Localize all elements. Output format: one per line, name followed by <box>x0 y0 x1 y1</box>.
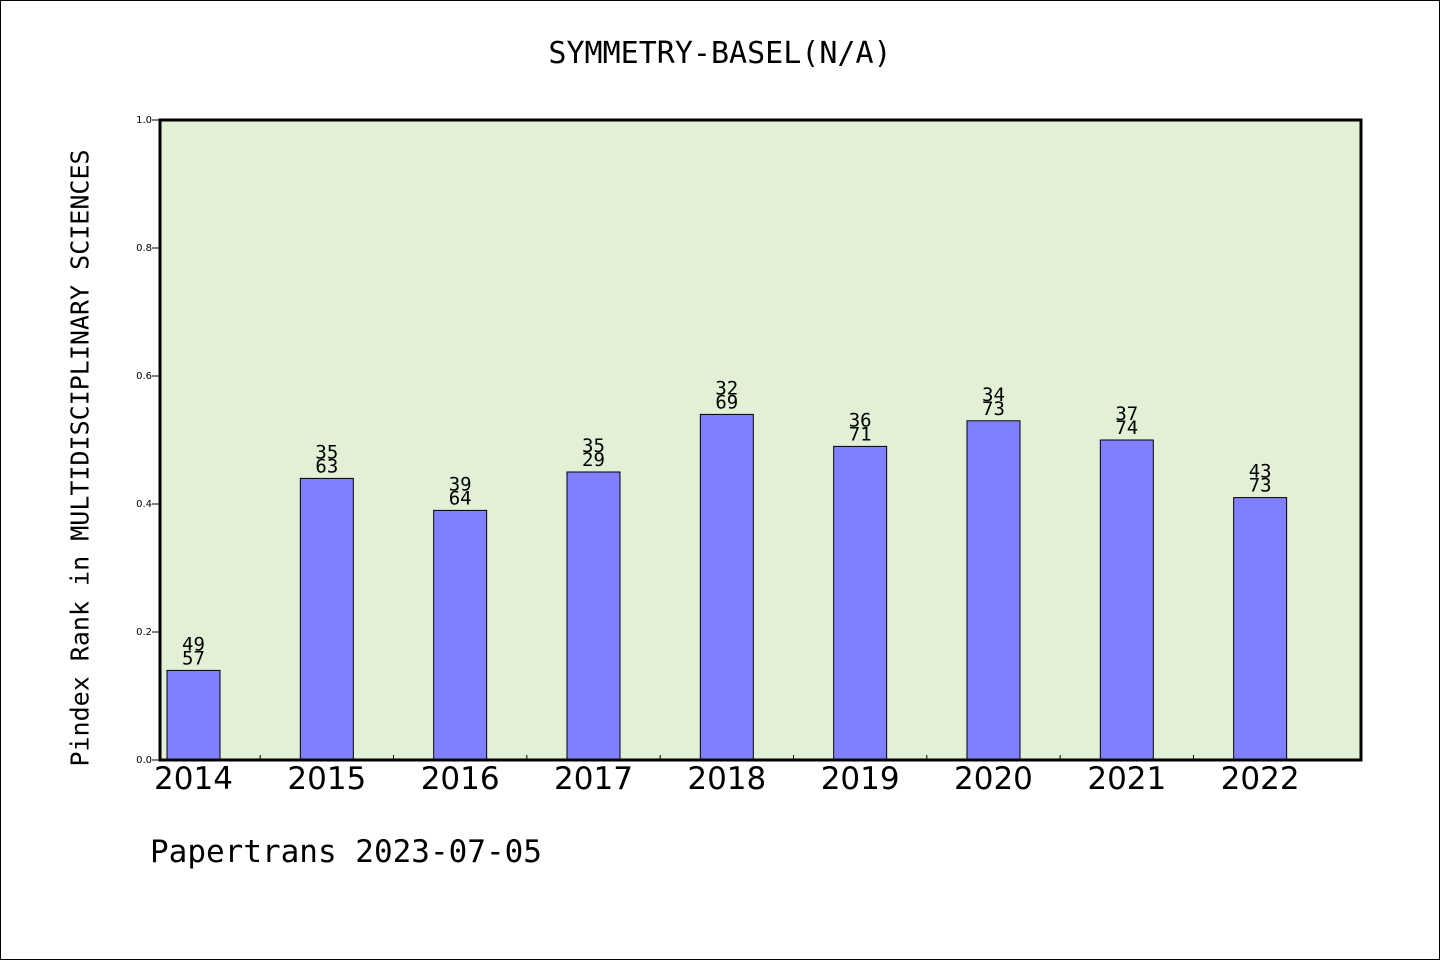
plot-border <box>158 118 1363 762</box>
bar-2017 <box>566 471 621 761</box>
bar-2016 <box>433 509 488 761</box>
x-tick-label-2018: 2018 <box>687 761 766 797</box>
y-tick-label-2: 0.4 <box>136 499 152 510</box>
bar-label-bottom-2014: 57 <box>182 647 205 669</box>
chart-title: SYMMETRY-BASEL(N/A) <box>548 36 892 71</box>
bar-label-bottom-2022: 73 <box>1249 475 1272 497</box>
bar-label-bottom-2021: 74 <box>1115 417 1138 439</box>
bar-label-top-2019: 36 <box>849 409 872 431</box>
footer-credit: Papertrans 2023-07-05 <box>150 834 542 870</box>
bar-label-top-2018: 32 <box>715 377 738 399</box>
x-tick-label-2015: 2015 <box>287 761 366 797</box>
x-tick-label-2022: 2022 <box>1221 761 1300 797</box>
bar-label-bottom-2016: 64 <box>449 487 472 509</box>
y-tick-label-3: 0.6 <box>136 371 152 382</box>
bar-label-bottom-2019: 71 <box>849 423 872 445</box>
bar-label-top-2017: 35 <box>582 435 605 457</box>
bar-label-top-2021: 37 <box>1115 403 1138 425</box>
y-tick-label-5: 1.0 <box>136 115 152 126</box>
y-tick-label-0: 0.0 <box>136 755 152 766</box>
bar-label-top-2016: 39 <box>449 473 472 495</box>
bar-2022 <box>1233 497 1288 761</box>
bar-2015 <box>299 477 354 761</box>
x-tick-label-2017: 2017 <box>554 761 633 797</box>
bar-2018 <box>699 413 754 761</box>
bar-label-top-2022: 43 <box>1249 461 1272 483</box>
x-tick-label-2014: 2014 <box>154 761 233 797</box>
bar-label-top-2015: 35 <box>315 441 338 463</box>
y-tick-label-4: 0.8 <box>136 243 152 254</box>
bar-label-top-2020: 34 <box>982 384 1005 406</box>
bar-label-bottom-2015: 63 <box>315 455 338 477</box>
bar-2021 <box>1099 439 1154 761</box>
bar-2014 <box>166 669 221 761</box>
x-tick-label-2020: 2020 <box>954 761 1033 797</box>
bar-2019 <box>833 445 888 761</box>
plot-area <box>160 120 1361 760</box>
bar-label-bottom-2018: 69 <box>715 391 738 413</box>
y-tick-label-1: 0.2 <box>136 627 152 638</box>
bar-label-bottom-2020: 73 <box>982 398 1005 420</box>
x-tick-label-2021: 2021 <box>1087 761 1166 797</box>
bar-2020 <box>966 420 1021 761</box>
x-tick-label-2019: 2019 <box>821 761 900 797</box>
x-tick-label-2016: 2016 <box>421 761 500 797</box>
bar-label-top-2014: 49 <box>182 633 205 655</box>
bar-label-bottom-2017: 29 <box>582 449 605 471</box>
